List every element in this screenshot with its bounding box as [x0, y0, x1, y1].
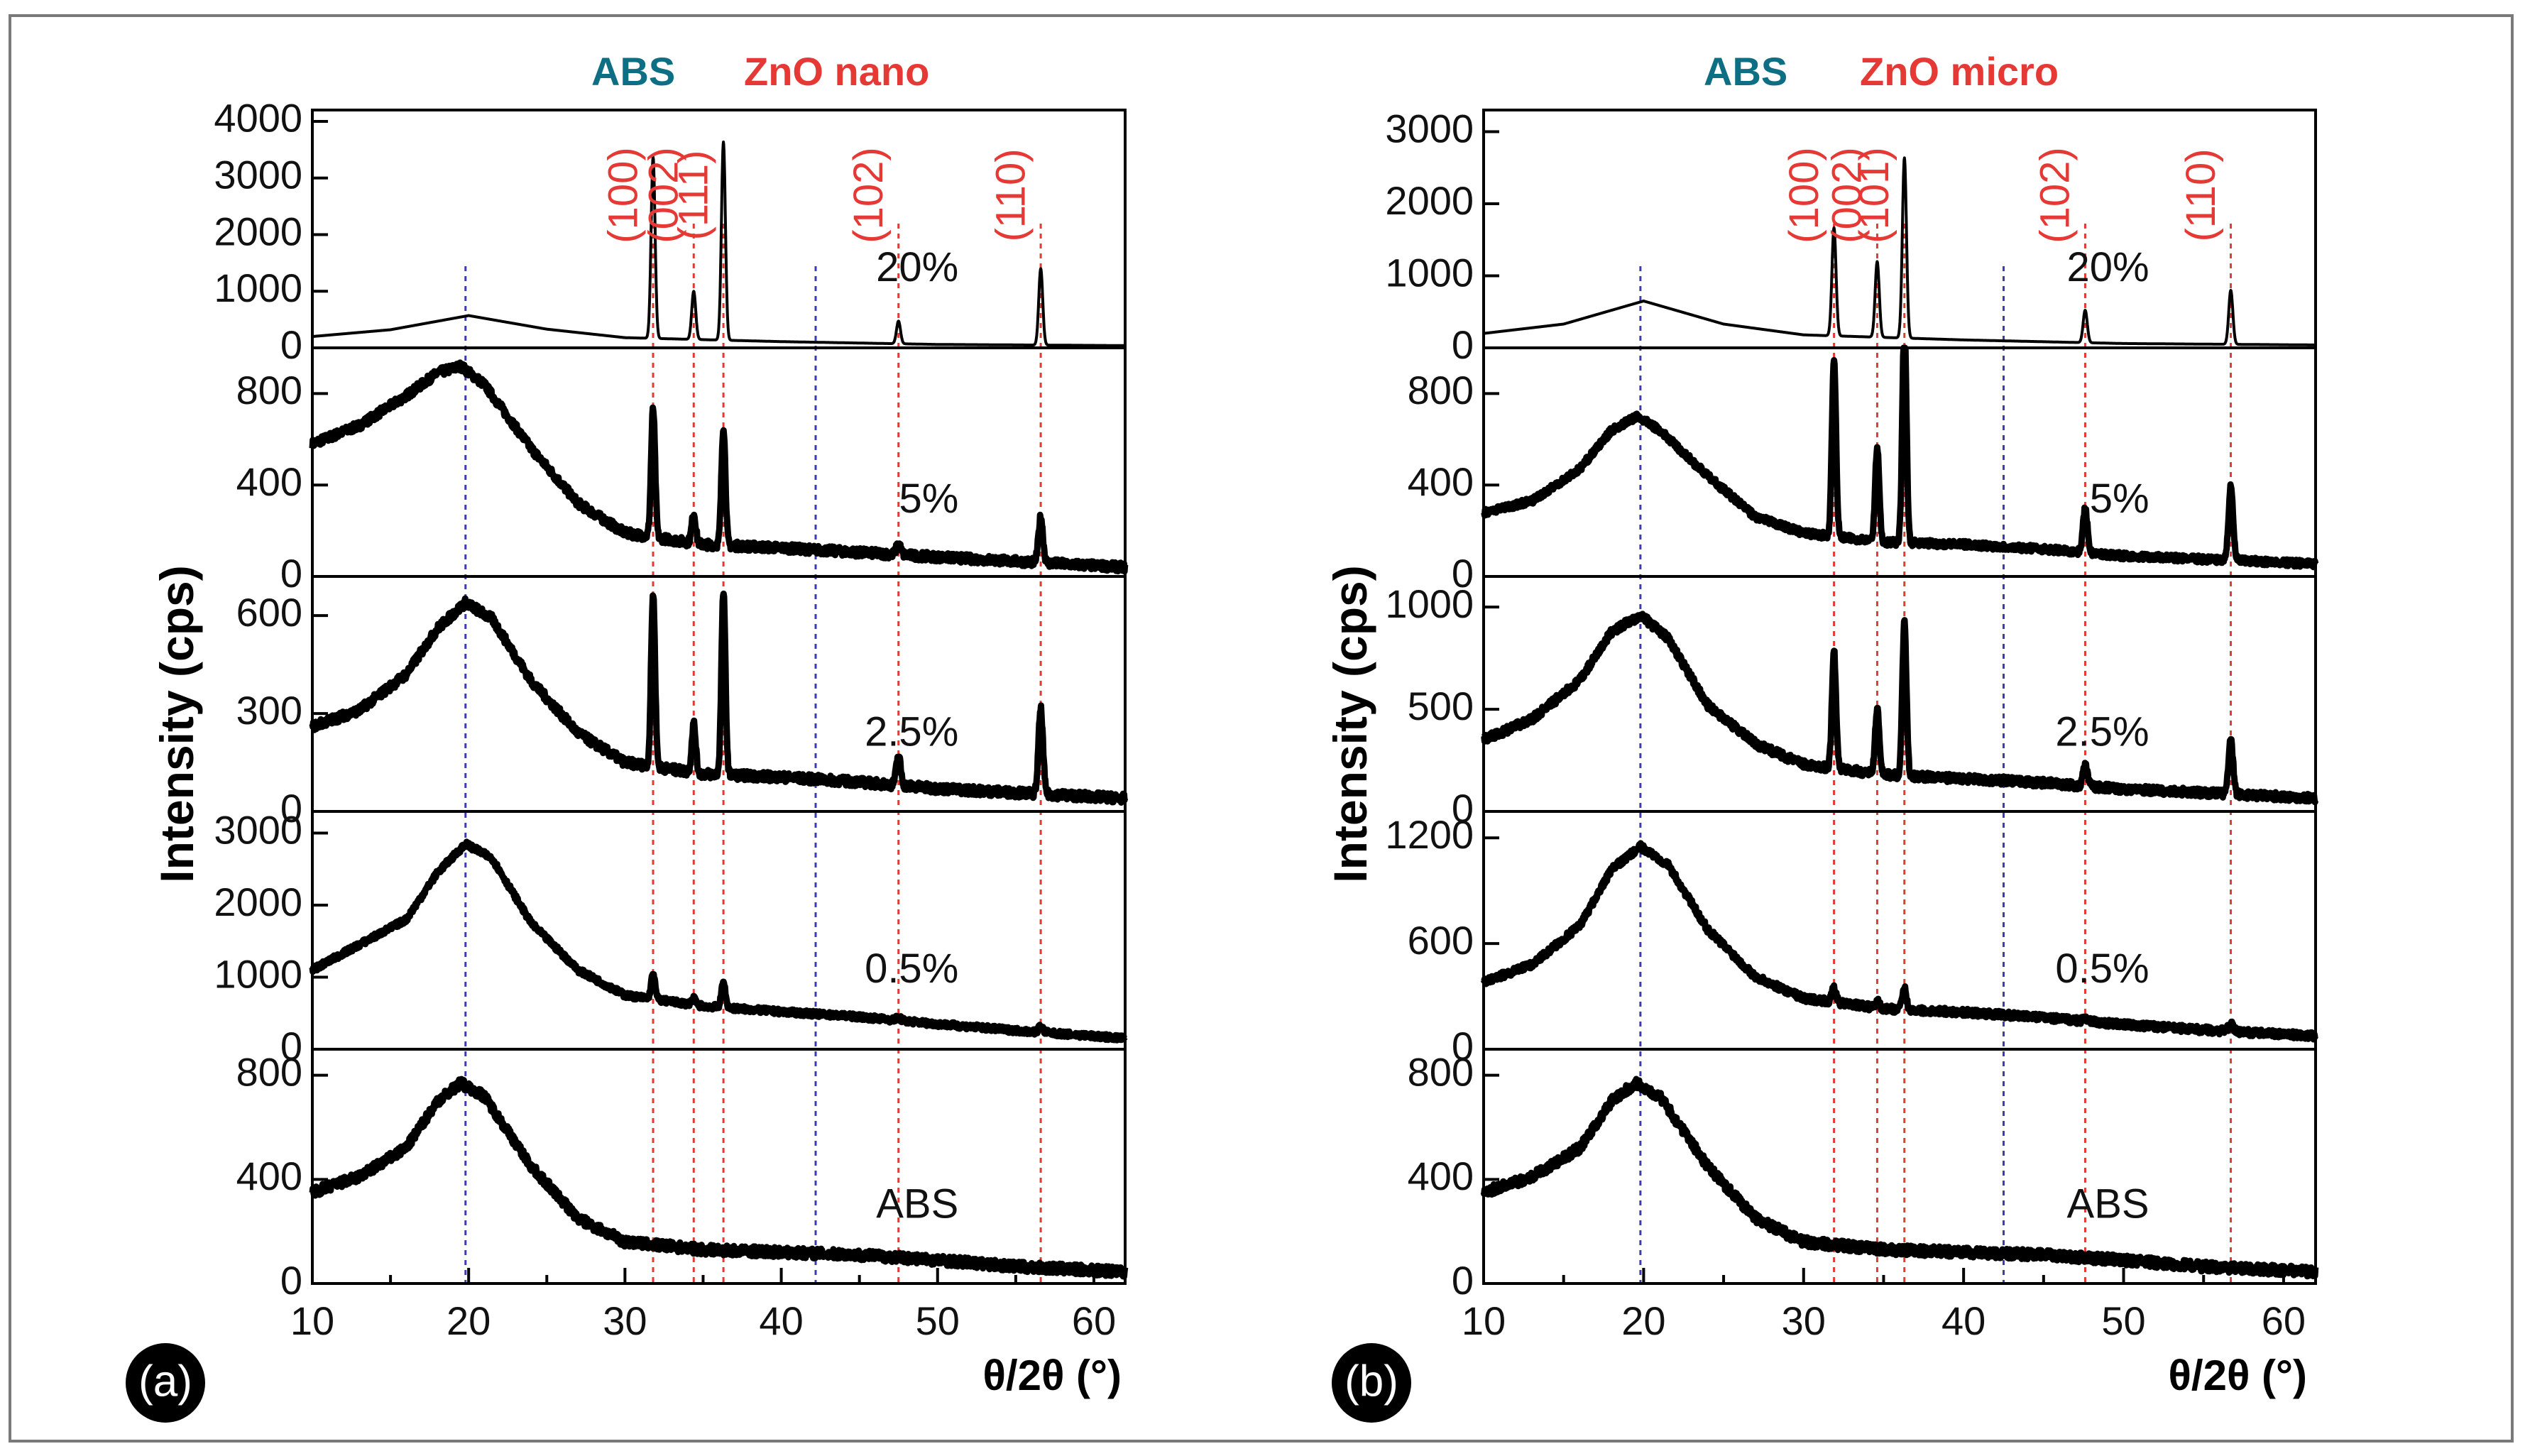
panel-badge-circle [126, 1343, 205, 1423]
x-tick-label: 60 [2262, 1298, 2306, 1343]
series-trace-5 [309, 359, 1129, 575]
legend-zno-label: ZnO micro [1860, 49, 2059, 94]
series-label: 2.5% [865, 708, 958, 755]
y-axis-title: Intensity (cps) [1324, 565, 1376, 882]
y-tick-label: 3000 [214, 153, 302, 197]
y-tick-label: 400 [236, 1154, 302, 1198]
x-tick-label: 40 [1941, 1298, 1986, 1343]
panel-b-badge: (b) [1332, 1343, 1411, 1423]
y-tick-label: 0 [1452, 551, 1474, 596]
y-tick-label: 1000 [214, 951, 302, 996]
series-trace-abs [1480, 1075, 2319, 1280]
x-axis-title: θ/2θ (°) [982, 1352, 1122, 1399]
panel-a: ABS ZnO nano Intensity (cps) θ/2θ (°) (a… [126, 49, 1129, 1423]
y-tick-label: 0 [1452, 322, 1474, 367]
x-tick-label: 40 [759, 1298, 803, 1343]
series-label: 2.5% [2055, 708, 2149, 755]
y-tick-label: 800 [1408, 1049, 1474, 1094]
y-tick-label: 2000 [1385, 178, 1474, 223]
y-tick-label: 3000 [214, 807, 302, 852]
subplot-frame [1482, 1048, 2317, 1285]
series-trace-25 [1481, 611, 2319, 806]
series-trace-5 [1481, 344, 2319, 571]
y-tick-label: 0 [280, 322, 302, 367]
x-tick-label: 10 [290, 1298, 334, 1343]
series-label: 5% [899, 476, 958, 522]
x-tick-label: 30 [1782, 1298, 1826, 1343]
y-tick-label: 800 [236, 368, 302, 412]
y-tick-label: 1000 [214, 266, 302, 310]
series-trace-25 [309, 590, 1129, 806]
series-trace-abs [309, 1075, 1129, 1280]
series-label: 20% [2067, 244, 2149, 290]
legend-zno-label: ZnO nano [744, 49, 929, 94]
y-tick-label: 0 [1452, 1258, 1474, 1303]
y-tick-label: 4000 [214, 96, 302, 141]
y-tick-label: 2000 [214, 209, 302, 253]
y-tick-label: 0 [1452, 1024, 1474, 1068]
series-label: 0.5% [2055, 946, 2149, 992]
panel-label: (b) [1344, 1357, 1398, 1406]
x-tick-label: 30 [603, 1298, 647, 1343]
y-tick-label: 1000 [1385, 581, 1474, 626]
peak-miller-index-label: (100) [600, 147, 646, 243]
x-tick-label: 50 [2101, 1298, 2145, 1343]
y-tick-label: 0 [1452, 786, 1474, 831]
y-tick-label: 600 [236, 590, 302, 635]
subplot-frame [311, 1048, 1127, 1285]
peak-miller-index-label: (002) [641, 147, 687, 243]
x-tick-label: 20 [447, 1298, 491, 1343]
panel-a-badge: (a) [126, 1343, 205, 1423]
x-axis-title: θ/2θ (°) [2168, 1352, 2307, 1399]
peak-miller-index-label: (101) [1851, 147, 1897, 243]
peak-miller-index-label: (110) [2178, 148, 2224, 241]
x-tick-label: 60 [1072, 1298, 1116, 1343]
series-trace-05 [1480, 840, 2318, 1043]
x-tick-label: 50 [916, 1298, 960, 1343]
y-tick-label: 400 [1408, 459, 1474, 504]
series-label: 0.5% [865, 946, 958, 992]
peak-miller-index-label: (111) [670, 150, 716, 241]
subplot-frame [1482, 810, 2317, 1051]
series-trace-20 [1482, 156, 2317, 346]
y-tick-label: 600 [1408, 918, 1474, 963]
series-label: ABS [2067, 1181, 2149, 1227]
y-tick-label: 400 [1408, 1154, 1474, 1198]
y-tick-label: 1000 [1385, 250, 1474, 295]
peak-miller-index-label: (100) [1781, 147, 1827, 243]
y-axis-title: Intensity (cps) [150, 565, 203, 882]
legend-abs-label: ABS [591, 49, 675, 94]
y-tick-label: 800 [236, 1049, 302, 1094]
series-label: 20% [876, 244, 958, 290]
peak-miller-index-label: (110) [987, 148, 1034, 241]
series-trace-05 [309, 838, 1128, 1044]
peak-miller-index-label: (102) [845, 147, 892, 243]
y-tick-label: 0 [280, 1258, 302, 1303]
panel-badge-circle [1332, 1343, 1411, 1423]
y-tick-label: 500 [1408, 684, 1474, 728]
y-tick-label: 3000 [1385, 106, 1474, 150]
x-tick-label: 20 [1621, 1298, 1665, 1343]
legend-abs-label: ABS [1704, 49, 1787, 94]
peak-miller-index-label: (102) [2032, 147, 2078, 243]
y-tick-label: 400 [236, 459, 302, 504]
series-label: 5% [2090, 476, 2149, 522]
subplot-frame [311, 810, 1127, 1051]
y-tick-label: 1200 [1385, 812, 1474, 857]
series-label: ABS [876, 1181, 958, 1227]
panel-label: (a) [138, 1357, 192, 1406]
y-tick-label: 0 [280, 1024, 302, 1068]
y-tick-label: 300 [236, 688, 302, 733]
x-tick-label: 10 [1462, 1298, 1506, 1343]
y-tick-label: 2000 [214, 880, 302, 924]
figure-frame [9, 14, 2514, 1443]
peak-miller-index-label: (002) [1824, 147, 1871, 243]
series-trace-20 [311, 141, 1127, 347]
y-tick-label: 0 [280, 551, 302, 596]
y-tick-label: 800 [1408, 368, 1474, 412]
panel-b: ABS ZnO micro Intensity (cps) θ/2θ (°) (… [1324, 49, 2319, 1423]
y-tick-label: 0 [280, 786, 302, 831]
